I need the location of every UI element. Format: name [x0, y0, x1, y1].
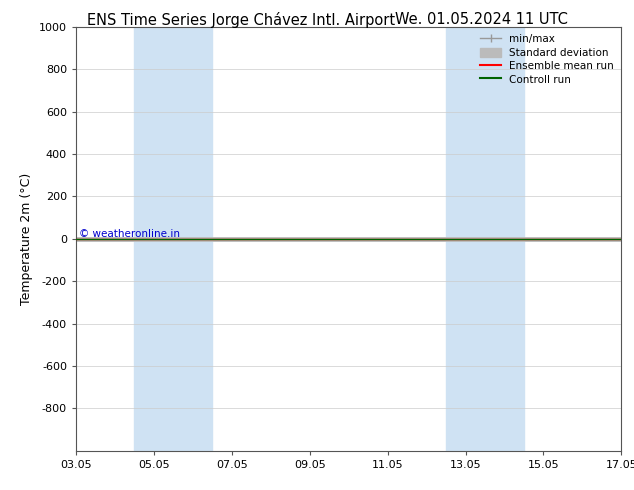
Bar — [446, 27, 524, 451]
Legend: min/max, Standard deviation, Ensemble mean run, Controll run: min/max, Standard deviation, Ensemble me… — [476, 30, 618, 89]
Y-axis label: Temperature 2m (°C): Temperature 2m (°C) — [20, 173, 34, 305]
Text: ENS Time Series Jorge Chávez Intl. Airport: ENS Time Series Jorge Chávez Intl. Airpo… — [87, 12, 395, 28]
Text: We. 01.05.2024 11 UTC: We. 01.05.2024 11 UTC — [396, 12, 568, 27]
Bar — [134, 27, 212, 451]
Text: © weatheronline.in: © weatheronline.in — [79, 229, 180, 239]
